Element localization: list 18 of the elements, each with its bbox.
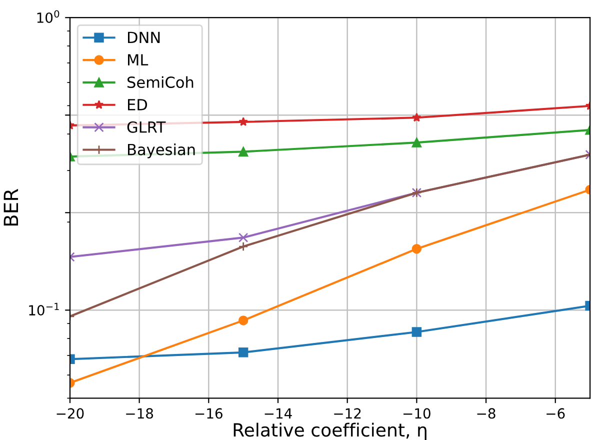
x-tick-label: −8: [477, 408, 496, 419]
legend-label: Bayesian: [128, 143, 195, 158]
x-tick-label: −16: [195, 408, 222, 419]
legend-label: ML: [128, 54, 148, 66]
y-tick-label: 10$^{0}$: [37, 10, 60, 23]
x-tick-label: −20: [56, 408, 84, 419]
x-tick-label: −6: [546, 408, 565, 419]
legend-label: ED: [128, 99, 148, 110]
x-tick-label: −12: [334, 408, 361, 418]
y-axis-title: BER: [4, 188, 18, 226]
legend-label: DNN: [128, 32, 160, 43]
x-tick-label: −14: [264, 408, 292, 418]
x-tick-label: −10: [403, 408, 430, 419]
x-tick-label: −18: [126, 408, 154, 419]
y-tick-label: 10$^{−1}$: [29, 302, 59, 316]
legend-label: GLRT: [127, 121, 166, 133]
x-axis-title: Relative coefficient, η: [234, 422, 426, 440]
legend-label: SemiCoh: [128, 76, 194, 88]
